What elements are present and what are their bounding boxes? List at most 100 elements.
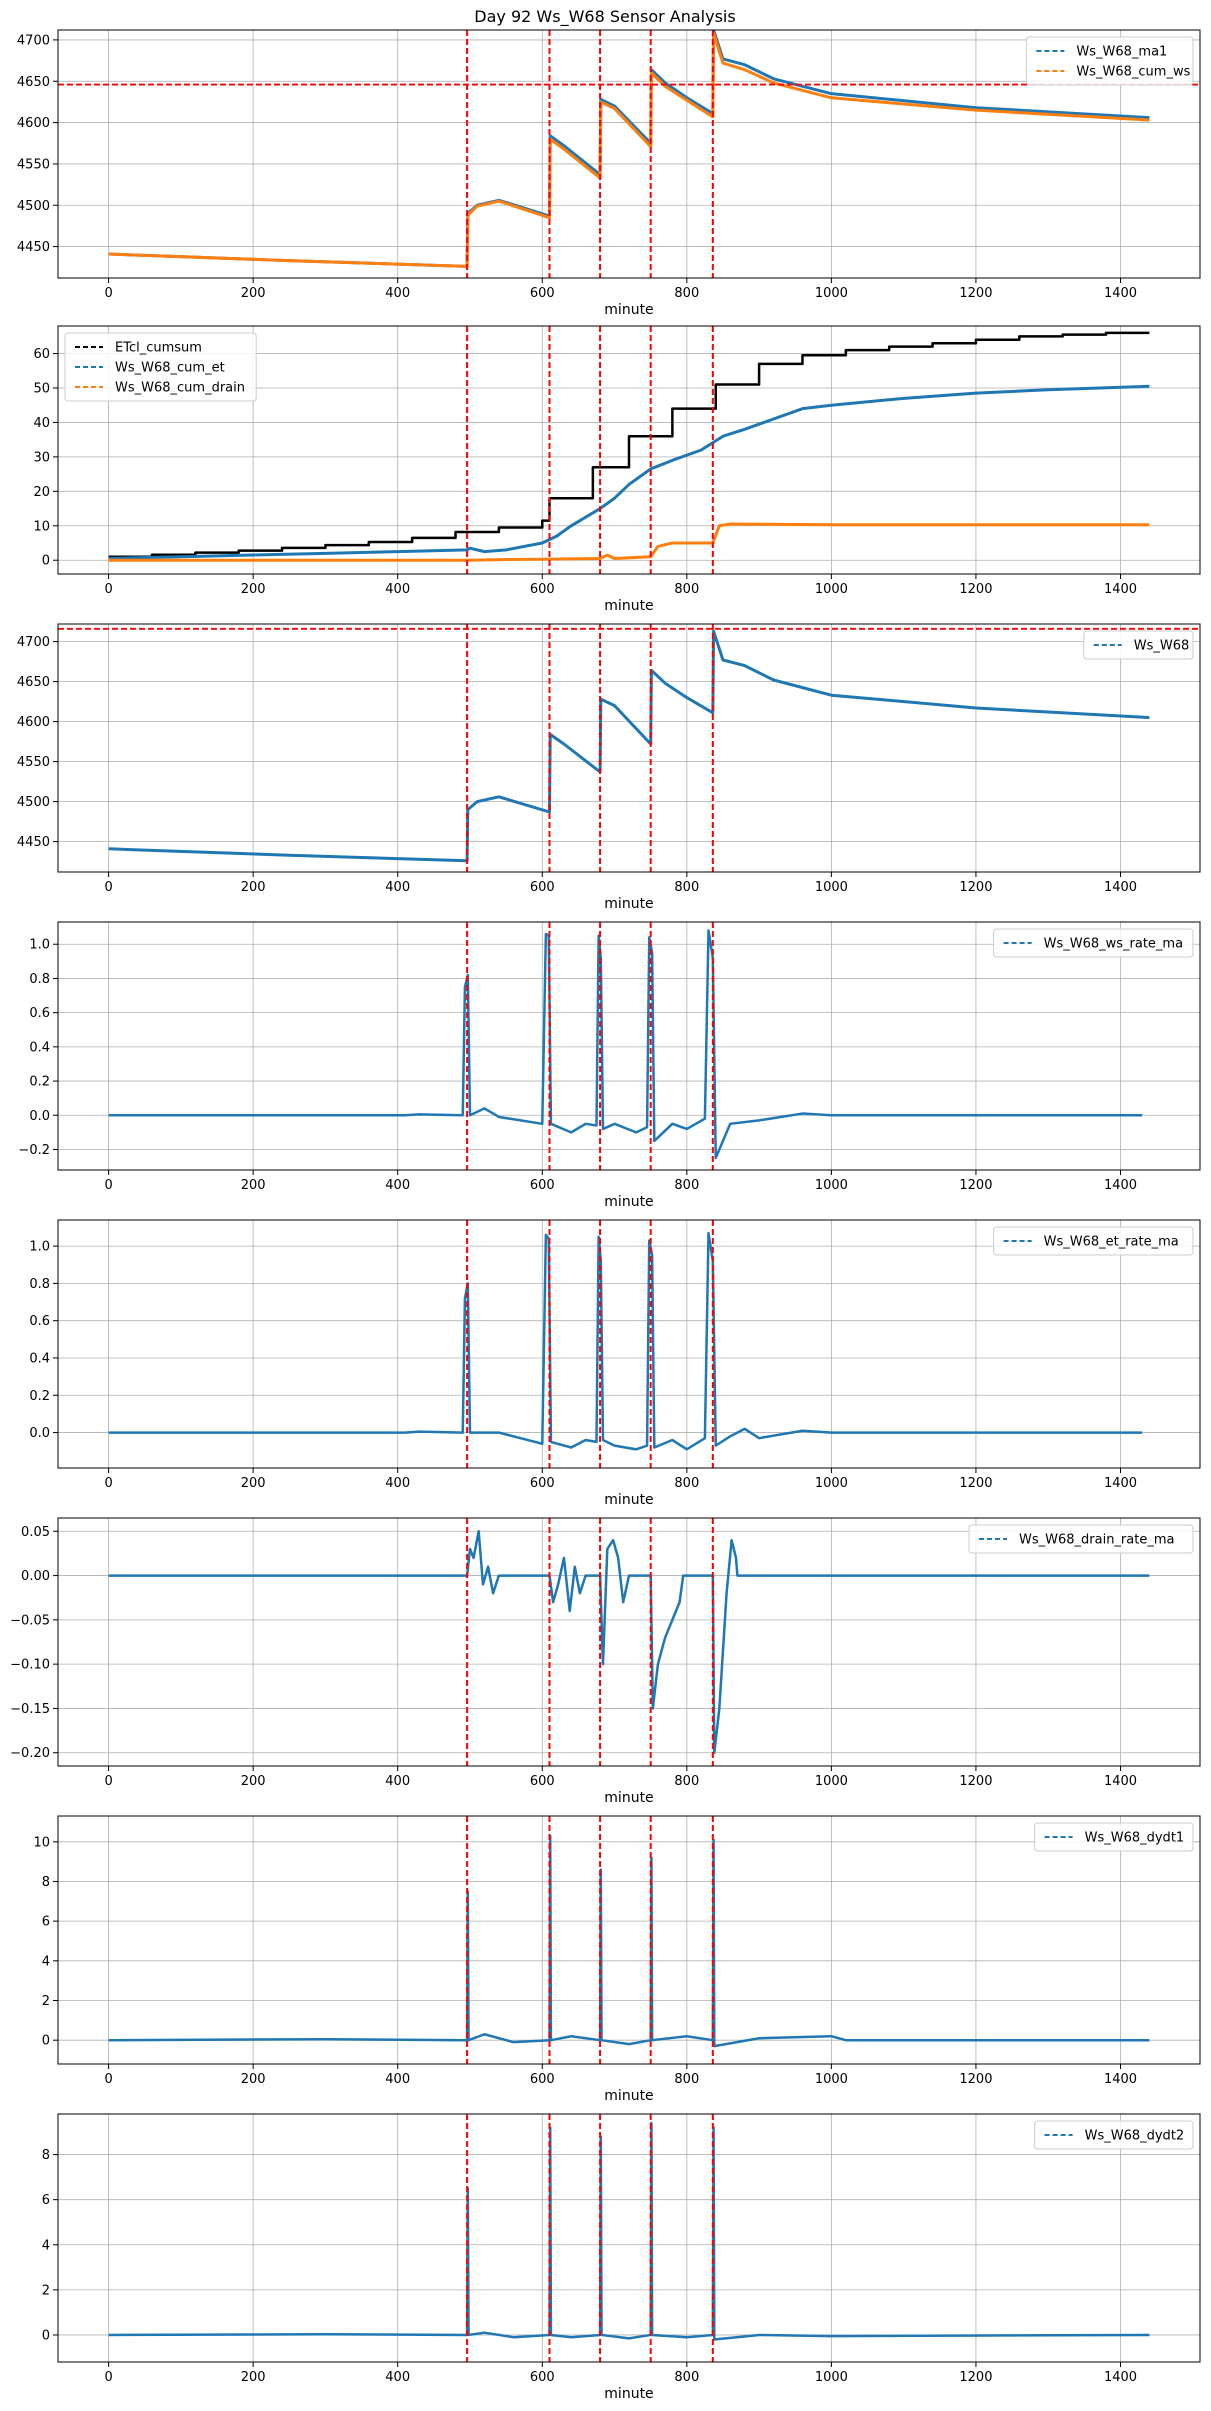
series-line-Ws_W68_et_rate_ma [108,1231,1143,1451]
legend-label: Ws_W68_ws_rate_ma [1044,937,1183,952]
y-tick-label: 1.0 [29,1240,50,1255]
series-line-Ws_W68_ma1 [108,30,1150,268]
y-tick-label: 0.2 [29,1075,50,1090]
legend: Ws_W68_ma1 Ws_W68_cum_ws [1025,36,1194,86]
y-tick-label: −0.05 [10,1613,50,1628]
legend-box [993,1226,1194,1256]
chart-panel-8: 0 200 400 600 800 1000 1200 1400 0 2 4 6 8 minute Ws_W… [42,2113,1201,2402]
x-tick-label: 1400 [1104,1476,1137,1491]
x-tick-label: 1000 [815,880,848,895]
y-tick-label: 0.8 [29,972,50,987]
y-tick-label: 4600 [17,715,50,730]
y-tick-label: 0 [42,2328,50,2343]
x-tick-label: 800 [674,1774,699,1789]
y-tick-label: 4700 [17,33,50,48]
plot-area [108,326,1150,574]
axes-frame [57,921,1201,1171]
y-tick-label: 4550 [17,157,50,172]
y-tick-label: 4700 [17,635,50,650]
legend-box [64,332,257,402]
axes-frame [57,325,1201,575]
x-tick-label: 200 [241,2072,266,2087]
y-tick-label: 4650 [17,675,50,690]
series-line-Ws_W68_ws_rate_ma [108,929,1143,1160]
legend-box [1034,1822,1194,1852]
x-tick-label: 1400 [1104,1178,1137,1193]
y-tick-label: 0 [42,554,50,569]
y-tick-label: −0.2 [18,1143,50,1158]
x-tick-label: 0 [104,582,112,597]
chart-panel-1: 0 200 400 600 800 1000 1200 1400 4450 4500 4550 460… [17,29,1201,318]
y-tick-label: −0.20 [10,1746,50,1761]
series-line-Ws_W68_dydt2 [108,2121,1150,2341]
chart-panel-6: 0 200 400 600 800 1000 1200 1400 −0.20 −0.15 −0.10… [10,1517,1201,1806]
x-axis-label: minute [604,1790,653,1806]
x-tick-label: 800 [674,2072,699,2087]
y-tick-label: 6 [42,1915,50,1930]
legend: Ws_W68_drain_rate_ma [968,1524,1194,1554]
y-tick-label: 8 [42,2148,50,2163]
plot-area [108,1518,1150,1766]
legend-label: Ws_W68_cum_et [115,361,225,376]
axes-frame [57,1517,1201,1767]
x-tick-label: 800 [674,2370,699,2385]
y-tick-label: 0.2 [29,1389,50,1404]
x-tick-label: 1000 [815,2370,848,2385]
series-line-Ws_W68_cum_ws [108,31,1150,268]
x-tick-label: 400 [385,2072,410,2087]
chart-panel-3: 0 200 400 600 800 1000 1200 1400 4450 4500 4550 460… [17,623,1201,912]
x-tick-label: 800 [674,880,699,895]
y-tick-label: 0.0 [29,1426,50,1441]
y-tick-label: 4650 [17,75,50,90]
legend-box [968,1524,1194,1554]
y-tick-label: 2 [42,1994,50,2009]
legend-label: Ws_W68_dydt2 [1085,2129,1185,2144]
legend: Ws_W68 [1083,630,1194,660]
legend-label: Ws_W68_dydt1 [1085,1831,1185,1846]
chart-panel-5: 0 200 400 600 800 1000 1200 1400 0.0 0.2 0.4 0.6 0.8… [29,1219,1201,1508]
axes-frame [57,29,1201,279]
legend-box [1034,2120,1194,2150]
x-tick-label: 400 [385,1476,410,1491]
y-tick-label: 0.4 [29,1040,50,1055]
legend-box [1083,630,1194,660]
x-tick-label: 600 [530,1774,555,1789]
x-tick-label: 200 [241,2370,266,2385]
y-tick-label: 4 [42,2238,50,2253]
x-tick-label: 600 [530,582,555,597]
x-tick-label: 800 [674,1178,699,1193]
x-tick-label: 800 [674,286,699,301]
x-tick-label: 400 [385,880,410,895]
legend-label: Ws_W68_ma1 [1076,45,1167,60]
y-tick-label: 0.6 [29,1314,50,1329]
x-tick-label: 1400 [1104,286,1137,301]
x-tick-label: 1200 [959,286,992,301]
y-tick-label: 1.0 [29,938,50,953]
y-tick-label: 50 [33,382,50,397]
y-tick-label: 4 [42,1954,50,1969]
x-tick-label: 1200 [959,582,992,597]
x-tick-label: 1200 [959,2072,992,2087]
x-tick-label: 200 [241,286,266,301]
legend-box [1025,36,1194,86]
axes-frame [57,1219,1201,1469]
x-tick-label: 1200 [959,1476,992,1491]
x-tick-label: 1000 [815,2072,848,2087]
x-tick-label: 1200 [959,1774,992,1789]
y-tick-label: 10 [33,519,50,534]
x-tick-label: 400 [385,286,410,301]
x-tick-label: 200 [241,1476,266,1491]
y-tick-label: −0.15 [10,1702,50,1717]
y-tick-label: 4550 [17,755,50,770]
y-tick-label: 10 [33,1835,50,1850]
plot-area [108,1816,1150,2064]
x-tick-label: 1400 [1104,2072,1137,2087]
x-tick-label: 200 [241,880,266,895]
series-line-Ws_W68_drain_rate_ma [108,1530,1150,1754]
chart-panel-7: 0 200 400 600 800 1000 1200 1400 0 2 4 6 8 10 minute Ws… [33,1815,1201,2104]
x-tick-label: 0 [104,1178,112,1193]
y-tick-label: 30 [33,450,50,465]
x-tick-label: 200 [241,582,266,597]
y-tick-label: 0.05 [21,1525,50,1540]
y-tick-label: 0 [42,2034,50,2049]
